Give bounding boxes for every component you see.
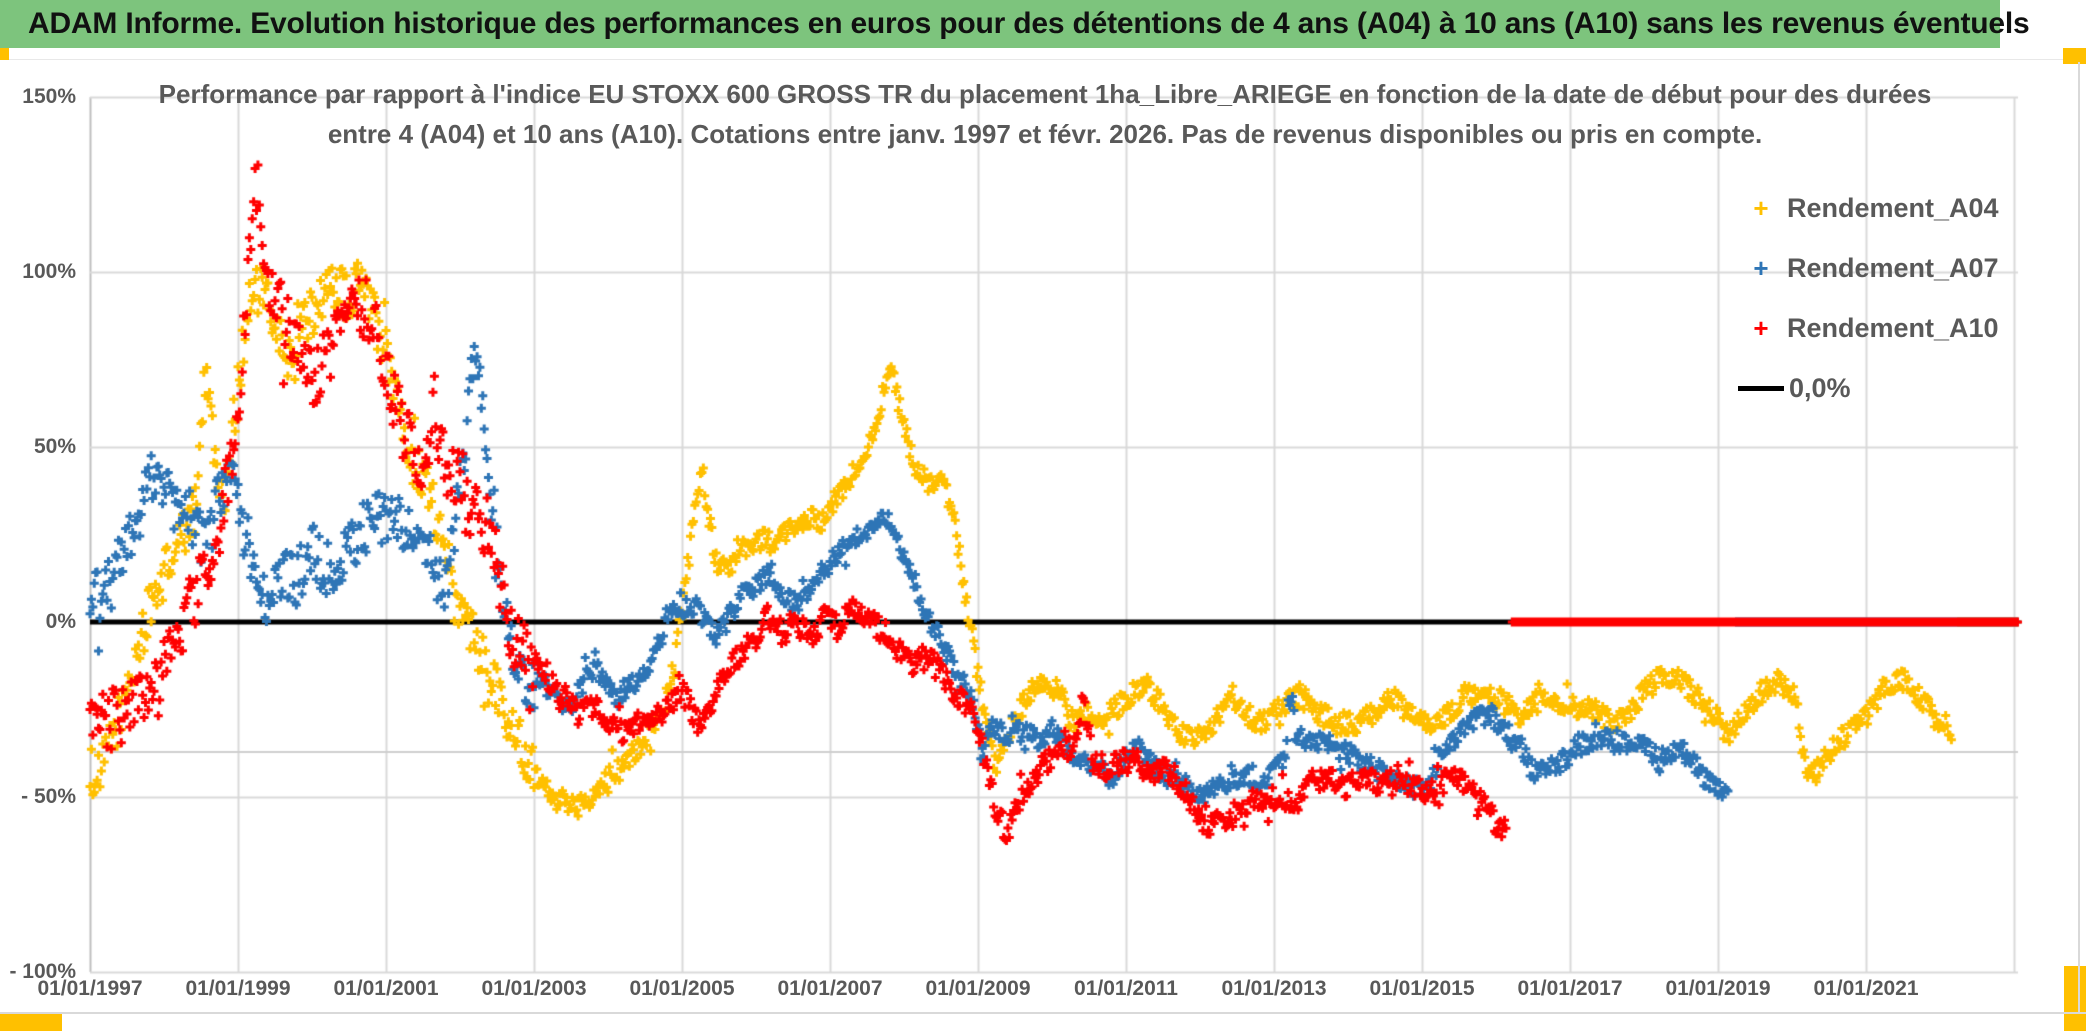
chart-title: Performance par rapport à l'indice EU ST… bbox=[150, 74, 1940, 154]
x-axis-tick-label: 01/01/2015 bbox=[1369, 977, 1475, 1000]
sheet-corner-accent-top-left bbox=[0, 48, 9, 60]
x-axis-tick-label: 01/01/2003 bbox=[481, 977, 587, 1000]
plus-marker-icon: + bbox=[1753, 253, 1769, 283]
legend-item-zero-line: 0,0% bbox=[1738, 370, 1851, 406]
x-axis-tick-label: 01/01/2001 bbox=[333, 977, 439, 1000]
chart-title-line1: Performance par rapport à l'indice EU ST… bbox=[158, 79, 1932, 109]
sheet-row-divider bbox=[0, 59, 2086, 60]
x-axis-tick-label: 01/01/2009 bbox=[925, 977, 1031, 1000]
chart-title-line2: entre 4 (A04) et 10 ans (A10). Cotations… bbox=[327, 119, 1763, 149]
y-axis-tick-label: 0% bbox=[45, 610, 76, 633]
sheet-right-border bbox=[2078, 62, 2080, 1012]
legend-label: Rendement_A04 bbox=[1787, 192, 1999, 223]
y-axis-tick-label: - 50% bbox=[21, 785, 76, 808]
legend-item-rendement-a10: + Rendement_A10 bbox=[1738, 310, 1999, 346]
page-title: ADAM Informe. Evolution historique des p… bbox=[28, 7, 2030, 40]
x-axis-tick-label: 01/01/2011 bbox=[1074, 977, 1178, 1000]
y-axis-tick-label: 100% bbox=[22, 260, 76, 283]
x-axis-tick-label: 01/01/2017 bbox=[1517, 977, 1623, 1000]
sheet-bottom-border bbox=[0, 1012, 2086, 1014]
x-axis-tick-label: 01/01/2021 bbox=[1813, 977, 1919, 1000]
x-axis-tick-label: 01/01/2019 bbox=[1665, 977, 1771, 1000]
y-axis-tick-label: - 100% bbox=[9, 960, 76, 983]
legend-item-rendement-a07: + Rendement_A07 bbox=[1738, 250, 1999, 286]
x-axis-tick-label: 01/01/2007 bbox=[777, 977, 883, 1000]
x-axis-tick-label: 01/01/2005 bbox=[629, 977, 735, 1000]
x-axis-tick-label: 01/01/2013 bbox=[1221, 977, 1327, 1000]
legend-item-rendement-a04: + Rendement_A04 bbox=[1738, 190, 1999, 226]
y-axis-tick-label: 50% bbox=[33, 435, 76, 458]
legend-label: Rendement_A07 bbox=[1787, 252, 1999, 283]
sheet-corner-accent-bottom-right bbox=[2064, 966, 2086, 1031]
legend-label: Rendement_A10 bbox=[1787, 312, 1999, 343]
plus-marker-icon: + bbox=[1753, 313, 1769, 343]
x-axis-tick-label: 01/01/1997 bbox=[37, 977, 143, 1000]
zero-line-icon bbox=[1738, 385, 1784, 391]
header-bar: ADAM Informe. Evolution historique des p… bbox=[0, 0, 2030, 48]
sheet-corner-accent-bottom-left bbox=[0, 1014, 62, 1031]
legend-label: 0,0% bbox=[1789, 372, 1851, 403]
plus-marker-icon: + bbox=[1753, 193, 1769, 223]
x-axis-tick-label: 01/01/1999 bbox=[185, 977, 291, 1000]
sheet-corner-accent-top-right bbox=[2063, 48, 2086, 64]
y-axis-tick-label: 150% bbox=[22, 85, 76, 108]
